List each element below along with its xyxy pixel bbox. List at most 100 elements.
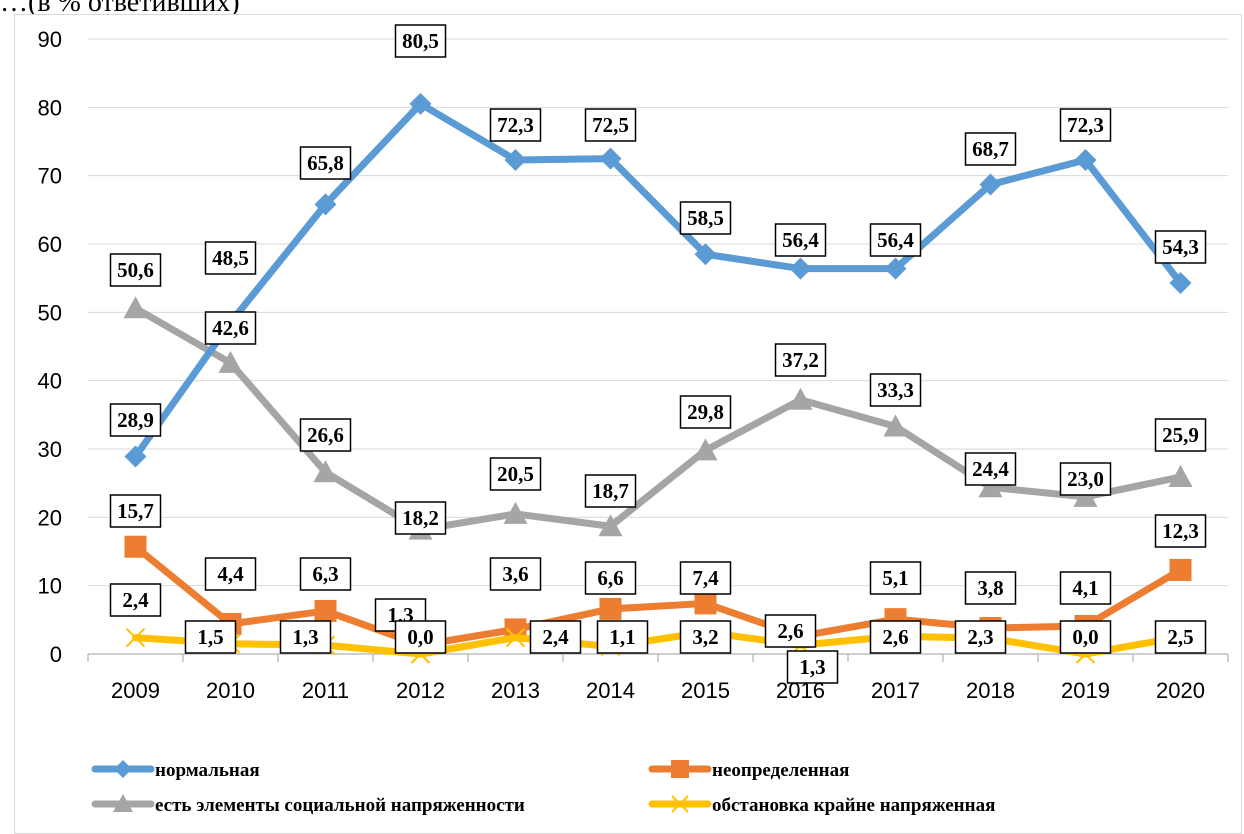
data-label-box	[204, 311, 257, 345]
data-label: 0,0	[394, 620, 447, 654]
data-label-box	[1059, 108, 1112, 142]
data-label: 25,9	[1154, 418, 1207, 452]
marker-diamond	[314, 193, 337, 216]
data-label: 50,6	[109, 253, 162, 287]
marker-diamond	[789, 257, 812, 280]
marker-square	[694, 592, 717, 615]
data-label-box	[596, 620, 649, 654]
data-label: 28,9	[109, 403, 162, 437]
data-label: 37,2	[774, 343, 827, 377]
marker-diamond	[884, 257, 907, 280]
marker-triangle	[123, 296, 148, 319]
data-label-box	[489, 557, 542, 591]
data-label-text: 23,0	[1067, 467, 1104, 491]
x-tick-label: 2013	[491, 678, 540, 703]
y-tick-label: 10	[38, 574, 62, 599]
marker-triangle	[788, 387, 813, 410]
series-layer	[123, 92, 1193, 664]
data-label: 1,3	[279, 620, 332, 654]
y-tick-label: 20	[38, 505, 62, 530]
data-label-text: 6,6	[597, 566, 623, 590]
data-label-text: 3,2	[692, 625, 718, 649]
data-label-box	[299, 418, 352, 452]
data-label-box	[1059, 620, 1112, 654]
marker-square	[1169, 558, 1192, 581]
marker-triangle	[113, 794, 133, 812]
x-tick-label: 2012	[396, 678, 445, 703]
data-label: 1,3	[786, 650, 839, 684]
data-label-text: 50,6	[117, 258, 154, 282]
data-label-box	[109, 403, 162, 437]
data-label-text: 72,3	[1067, 113, 1104, 137]
data-label-box	[1154, 620, 1207, 654]
data-label: 12,3	[1154, 514, 1207, 548]
data-label-box	[869, 561, 922, 595]
data-label-text: 58,5	[687, 206, 724, 230]
data-label-box	[1154, 514, 1207, 548]
data-label: 2,4	[109, 583, 162, 617]
marker-x	[125, 627, 146, 648]
data-label-text: 1,3	[292, 625, 318, 649]
y-tick-label: 90	[38, 27, 62, 52]
data-label: 6,6	[584, 561, 637, 595]
legend-label: есть элементы социальной напряженности	[155, 795, 525, 816]
data-label-text: 4,1	[1072, 576, 1098, 600]
data-label-box	[964, 132, 1017, 166]
data-label-box	[584, 474, 637, 508]
data-label-text: 37,2	[782, 348, 819, 372]
marker-diamond	[599, 147, 622, 170]
x-tick-label: 2011	[302, 678, 349, 703]
data-label-box	[109, 583, 162, 617]
data-label-text: 2,6	[882, 625, 908, 649]
marker-diamond	[1169, 271, 1192, 294]
data-label-text: 3,6	[502, 562, 528, 586]
data-label-text: 2,4	[122, 588, 149, 612]
data-label: 80,5	[394, 24, 447, 58]
data-label-box	[109, 494, 162, 528]
marker-diamond	[124, 445, 147, 468]
data-label: 24,4	[964, 452, 1017, 486]
y-tick-label: 40	[38, 369, 62, 394]
data-label: 2,6	[764, 614, 817, 648]
data-label: 18,7	[584, 474, 637, 508]
data-label-box	[964, 452, 1017, 486]
data-label-box	[184, 620, 237, 654]
data-label: 48,5	[204, 241, 257, 275]
data-label-box	[204, 557, 257, 591]
data-label-layer: 28,9 48,5 65,8 80,5 72,3 72,5 58,5 56,4 56,4 68,7…	[109, 24, 1207, 684]
data-label-box	[679, 201, 732, 235]
data-label-text: 15,7	[117, 499, 154, 523]
data-label: 1,1	[596, 620, 649, 654]
data-label-text: 0,0	[1072, 625, 1098, 649]
marker-triangle	[218, 350, 243, 373]
data-label-box	[679, 561, 732, 595]
data-label: 3,8	[964, 571, 1017, 605]
data-label-box	[109, 253, 162, 287]
data-label-box	[786, 650, 839, 684]
y-tick-label: 50	[38, 300, 62, 325]
data-label-box	[764, 614, 817, 648]
data-label-text: 18,7	[592, 479, 629, 503]
marker-diamond	[694, 243, 717, 266]
data-label: 29,8	[679, 395, 732, 429]
data-label-box	[869, 620, 922, 654]
legend-label: нормальная	[155, 760, 260, 781]
data-label-text: 18,2	[402, 506, 439, 530]
legend: нормальная неопределенная есть элементы со…	[91, 760, 995, 816]
data-label-box	[964, 571, 1017, 605]
data-label-box	[584, 108, 637, 142]
data-label-box	[299, 557, 352, 591]
data-label: 2,5	[1154, 620, 1207, 654]
marker-triangle	[883, 414, 908, 437]
data-label: 56,4	[869, 223, 922, 257]
data-label: 56,4	[774, 223, 827, 257]
data-label-text: 56,4	[877, 228, 914, 252]
x-tick-label: 2015	[681, 678, 730, 703]
data-label: 2,3	[954, 620, 1007, 654]
x-tick-label: 2018	[966, 678, 1015, 703]
data-label-text: 7,4	[692, 566, 719, 590]
data-label-text: 24,4	[972, 457, 1009, 481]
marker-x	[505, 627, 526, 648]
data-label: 23,0	[1059, 462, 1112, 496]
marker-triangle	[598, 514, 623, 537]
